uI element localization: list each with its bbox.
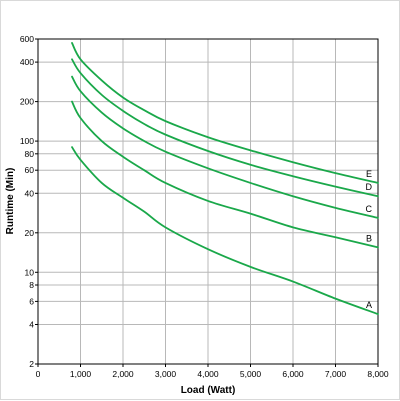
series-line-d	[71, 58, 379, 198]
x-tick-label: 1,000	[70, 369, 92, 379]
y-tick-label: 6	[29, 296, 34, 306]
x-tick-label: 6,000	[282, 369, 304, 379]
series-label-e: E	[366, 169, 372, 179]
y-tick-label: 10	[25, 267, 35, 277]
x-tick-label: 4,000	[197, 369, 219, 379]
x-tick-label: 7,000	[325, 369, 347, 379]
axis-layer	[35, 38, 379, 367]
y-tick-label: 400	[20, 57, 34, 67]
y-tick-label: 8	[29, 280, 34, 290]
series-label-b: B	[366, 233, 372, 243]
x-tick-label: 8,000	[367, 369, 389, 379]
tick-label-layer: 0 1,000 2,000 3,000 4,000 5,000 6,000 7,000 8,00…	[20, 34, 389, 379]
y-tick-label: 40	[25, 188, 35, 198]
plot-border	[37, 38, 379, 365]
x-tick-label: 3,000	[155, 369, 177, 379]
y-tick-label: 60	[25, 165, 35, 175]
series-line-e	[71, 42, 379, 184]
series-label-a: A	[366, 300, 372, 310]
series-label-c: C	[366, 204, 373, 214]
y-tick-label: 100	[20, 136, 34, 146]
x-tick-label: 0	[36, 369, 41, 379]
series-line-a	[71, 146, 379, 316]
series-line-c	[71, 75, 379, 219]
y-axis-label: Runtime (Min)	[5, 168, 16, 235]
x-axis-label: Load (Watt)	[181, 385, 236, 396]
series-line-b	[71, 100, 379, 249]
series-label-d: D	[366, 182, 373, 192]
y-tick-label: 200	[20, 97, 34, 107]
y-tick-label: 20	[25, 228, 35, 238]
y-tick-label: 2	[29, 359, 34, 369]
series-layer	[71, 42, 379, 316]
y-tick-label: 80	[25, 149, 35, 159]
y-tick-label: 4	[29, 320, 34, 330]
x-tick-label: 2,000	[112, 369, 134, 379]
y-tick-label: 600	[20, 34, 34, 44]
x-tick-label: 5,000	[240, 369, 262, 379]
